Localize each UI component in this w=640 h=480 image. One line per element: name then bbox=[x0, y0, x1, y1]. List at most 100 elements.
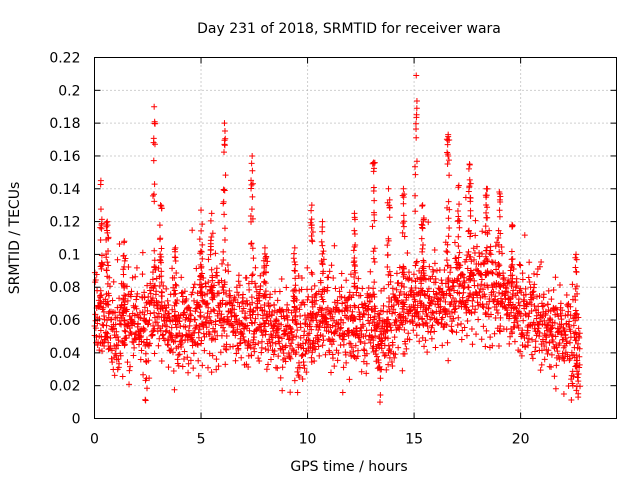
data-point bbox=[509, 221, 516, 228]
data-point bbox=[344, 307, 351, 314]
data-point bbox=[401, 191, 408, 198]
data-point bbox=[425, 285, 432, 292]
data-point bbox=[338, 284, 345, 291]
data-point bbox=[190, 284, 197, 291]
data-point bbox=[377, 392, 384, 399]
data-point bbox=[168, 346, 175, 353]
data-point bbox=[429, 273, 436, 280]
data-point bbox=[286, 335, 293, 342]
data-point bbox=[213, 265, 220, 272]
data-point bbox=[405, 330, 412, 337]
data-point bbox=[414, 275, 421, 282]
data-point bbox=[425, 219, 432, 226]
data-point bbox=[97, 287, 104, 294]
data-point bbox=[115, 337, 122, 344]
data-point bbox=[219, 260, 226, 267]
data-point bbox=[573, 383, 580, 390]
data-point bbox=[418, 221, 425, 228]
data-point bbox=[216, 290, 223, 297]
data-point bbox=[478, 276, 485, 283]
chart-title: Day 231 of 2018, SRMTID for receiver war… bbox=[197, 21, 501, 37]
data-point bbox=[338, 293, 345, 300]
data-point bbox=[391, 354, 398, 361]
data-point bbox=[308, 233, 315, 240]
data-point bbox=[292, 287, 299, 294]
axes: 0 0.02 0.04 0.06 0.08 0.1 0.12 0.14 0.16 0.18 0.2 0… bbox=[49, 51, 617, 448]
data-point bbox=[467, 233, 474, 240]
data-point bbox=[575, 394, 582, 401]
data-point bbox=[153, 319, 160, 326]
data-point bbox=[284, 314, 291, 321]
data-point bbox=[419, 315, 426, 322]
data-point bbox=[183, 295, 190, 302]
data-point bbox=[520, 317, 527, 324]
data-point bbox=[334, 299, 341, 306]
data-point bbox=[294, 368, 301, 375]
data-point bbox=[310, 345, 317, 352]
data-point bbox=[493, 266, 500, 273]
data-point bbox=[121, 263, 128, 270]
data-point bbox=[400, 263, 407, 270]
data-point bbox=[431, 247, 438, 254]
data-point bbox=[198, 284, 205, 291]
data-point bbox=[158, 298, 165, 305]
data-point bbox=[506, 313, 513, 320]
data-point bbox=[128, 330, 135, 337]
data-point bbox=[348, 344, 355, 351]
data-point bbox=[573, 283, 580, 290]
y-tick-label: 0.2 bbox=[58, 83, 80, 99]
data-point bbox=[451, 309, 458, 316]
data-point bbox=[539, 338, 546, 345]
data-point bbox=[445, 131, 452, 138]
data-point bbox=[492, 243, 499, 250]
data-point bbox=[420, 263, 427, 270]
data-point bbox=[239, 331, 246, 338]
data-point bbox=[98, 334, 105, 341]
data-point bbox=[157, 202, 164, 209]
data-point bbox=[111, 325, 118, 332]
data-point bbox=[425, 328, 432, 335]
data-point bbox=[249, 271, 256, 278]
data-point bbox=[420, 257, 427, 264]
data-point bbox=[356, 309, 363, 316]
data-point bbox=[146, 301, 153, 308]
data-point bbox=[317, 279, 324, 286]
data-point bbox=[385, 361, 392, 368]
data-point bbox=[151, 103, 158, 110]
data-point bbox=[405, 276, 412, 283]
data-point bbox=[100, 304, 107, 311]
data-point bbox=[498, 300, 505, 307]
data-point bbox=[98, 220, 105, 227]
data-point bbox=[483, 327, 490, 334]
data-point bbox=[173, 324, 180, 331]
data-point bbox=[235, 345, 242, 352]
data-point bbox=[252, 280, 259, 287]
data-point bbox=[354, 353, 361, 360]
data-point bbox=[299, 352, 306, 359]
data-point bbox=[282, 358, 289, 365]
data-point bbox=[384, 263, 391, 270]
data-point bbox=[445, 215, 452, 222]
data-point bbox=[572, 264, 579, 271]
data-point bbox=[109, 359, 116, 366]
data-point bbox=[444, 249, 451, 256]
data-point bbox=[208, 283, 215, 290]
data-point bbox=[147, 310, 154, 317]
data-point bbox=[291, 293, 298, 300]
data-point bbox=[151, 257, 158, 264]
data-point bbox=[116, 295, 123, 302]
data-point bbox=[419, 203, 426, 210]
data-point bbox=[206, 350, 213, 357]
data-point bbox=[489, 270, 496, 277]
data-point bbox=[337, 325, 344, 332]
data-point bbox=[278, 276, 285, 283]
data-point bbox=[167, 318, 174, 325]
data-point bbox=[99, 348, 106, 355]
data-point bbox=[96, 315, 103, 322]
data-point bbox=[108, 316, 115, 323]
data-point bbox=[492, 293, 499, 300]
data-point bbox=[154, 328, 161, 335]
data-point bbox=[165, 364, 172, 371]
data-point bbox=[428, 324, 435, 331]
data-point bbox=[112, 321, 119, 328]
